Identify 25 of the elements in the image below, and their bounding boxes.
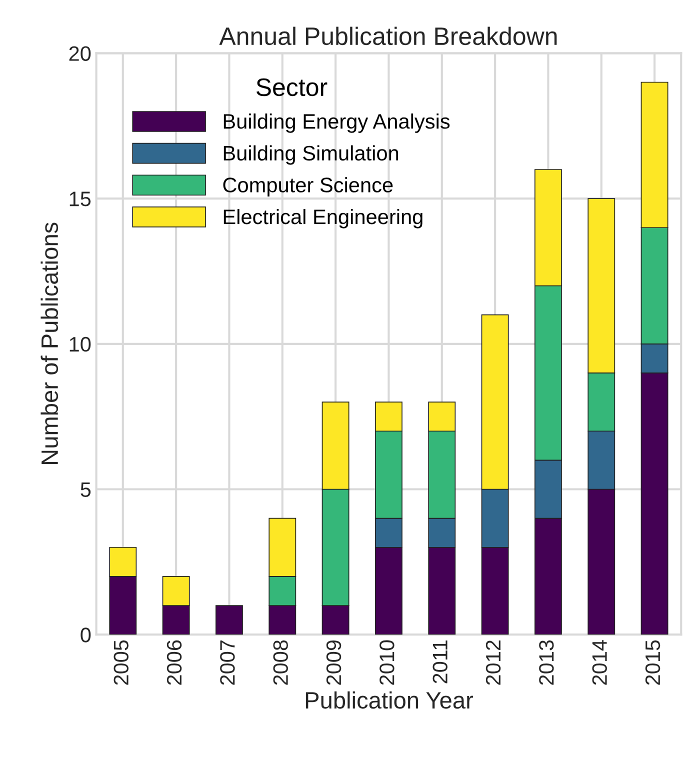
x-tick-label: 2011 — [432, 640, 448, 684]
x-tick-label: 2009 — [326, 640, 342, 685]
y-tick-label: 0 — [80, 628, 91, 642]
legend-label: Building Simulation — [224, 145, 398, 165]
x-tick-label: 2012 — [486, 640, 501, 685]
legend-title: Sector — [256, 78, 328, 96]
x-tick-label: 2010 — [380, 640, 394, 685]
y-tick-label: 10 — [70, 336, 91, 352]
x-axis-title: Publication Year — [306, 691, 474, 709]
x-tick-label: 2008 — [273, 640, 288, 685]
x-tick-label: 2007 — [220, 640, 235, 685]
x-tick-label: 2013 — [539, 640, 554, 685]
legend-label: Building Energy Analysis — [224, 113, 450, 133]
chart-title: Annual Publication Breakdown — [219, 26, 557, 46]
bar — [216, 605, 243, 635]
y-tick-label: 20 — [69, 46, 91, 61]
y-axis-title: Number of Publications — [40, 222, 58, 464]
x-tick-label: 2015 — [645, 640, 660, 685]
x-tick-label: 2014 — [592, 640, 607, 685]
legend-label: Electrical Engineering — [224, 208, 422, 228]
y-tick-label: 5 — [80, 482, 91, 498]
x-tick-label: 2005 — [114, 640, 128, 685]
y-tick-label: 15 — [70, 192, 91, 206]
legend-label: Computer Science — [223, 177, 393, 197]
x-tick-label: 2006 — [166, 640, 182, 685]
